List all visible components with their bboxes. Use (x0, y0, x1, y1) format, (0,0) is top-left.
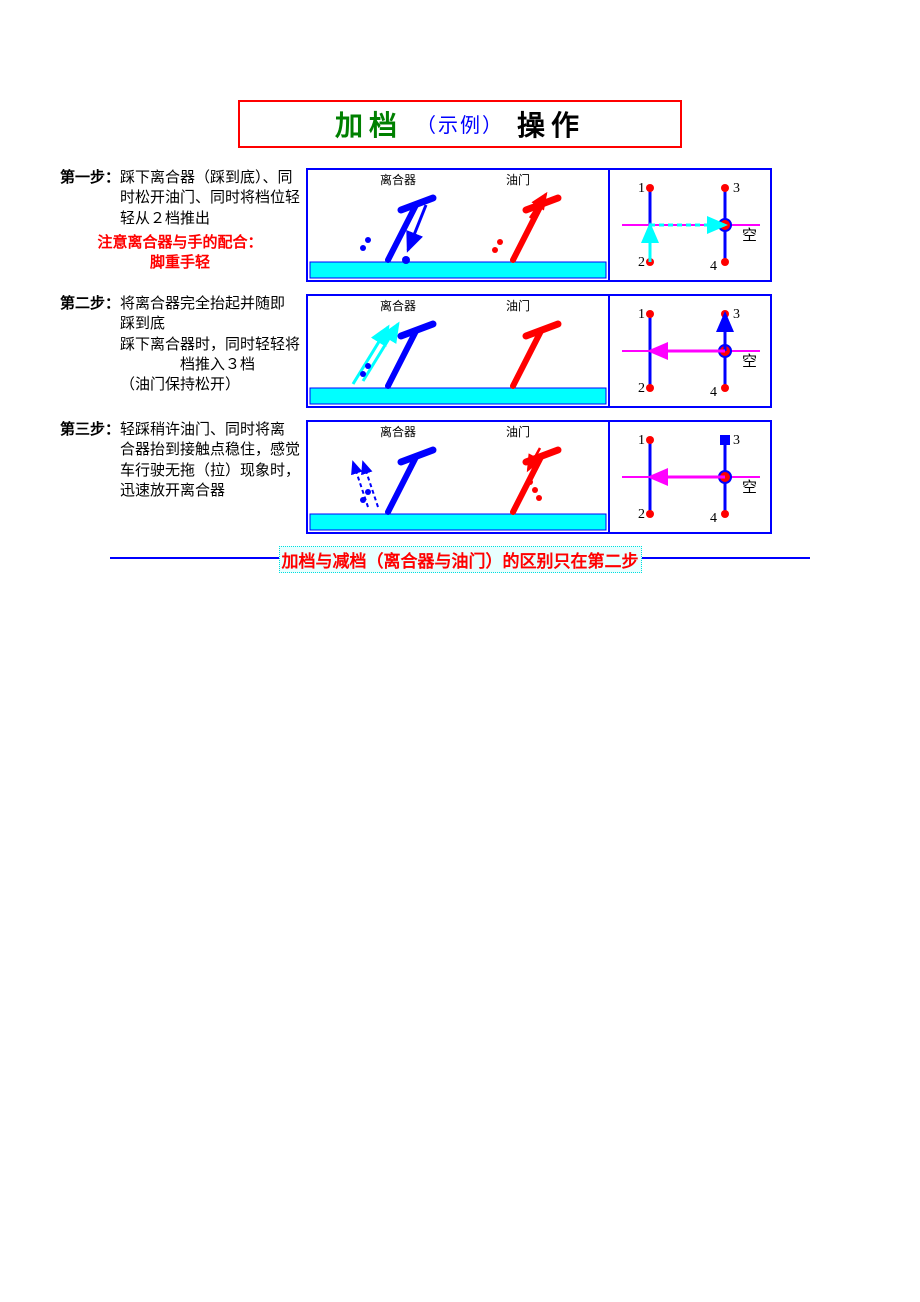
step-row: 第一步：踩下离合器（踩到底）、同时松开油门、同时将档位轻轻从２档推出注意离合器与… (60, 168, 860, 282)
svg-text:油门: 油门 (506, 172, 530, 187)
svg-text:空: 空 (742, 353, 757, 370)
svg-text:1: 1 (638, 307, 645, 322)
svg-text:3: 3 (733, 433, 740, 448)
step-row: 第三步：轻踩稍许油门、同时将离合器抬到接触点稳住，感觉车行驶无拖（拉）现象时，迅… (60, 420, 860, 534)
svg-text:2: 2 (638, 507, 645, 522)
footer-text: 加档与减档（离合器与油门）的区别只在第二步 (279, 546, 642, 573)
pedal-panel: 离合器 油门 (306, 420, 608, 534)
step-text: 第三步：轻踩稍许油门、同时将离合器抬到接触点稳住，感觉车行驶无拖（拉）现象时，迅… (60, 420, 306, 501)
title-part3: 操作 (517, 111, 585, 142)
pedal-panel: 离合器 油门 (306, 294, 608, 408)
svg-text:3: 3 (733, 181, 740, 196)
svg-text:4: 4 (710, 385, 717, 400)
svg-text:油门: 油门 (506, 424, 530, 439)
step-note: 注意离合器与手的配合：脚重手轻 (60, 233, 300, 274)
title-part2: （示例） (416, 115, 504, 137)
svg-text:1: 1 (638, 433, 645, 448)
title-part1: 加档 (335, 111, 403, 142)
svg-text:2: 2 (638, 381, 645, 396)
svg-text:油门: 油门 (506, 298, 530, 313)
gear-panel: 1 2 3 4 空 (608, 420, 772, 534)
step-row: 第二步：将离合器完全抬起并随即踩到底踩下离合器时，同时轻轻将档推入３档（油门保持… (60, 294, 860, 408)
svg-text:离合器: 离合器 (380, 424, 416, 439)
step-text: 第二步：将离合器完全抬起并随即踩到底踩下离合器时，同时轻轻将档推入３档（油门保持… (60, 294, 306, 395)
svg-text:空: 空 (742, 479, 757, 496)
svg-text:4: 4 (710, 259, 717, 274)
gear-panel: 1 2 3 4 空 (608, 168, 772, 282)
gear-panel: 1 2 3 4 空 (608, 294, 772, 408)
pedal-panel: 离合器 油门 (306, 168, 608, 282)
svg-text:离合器: 离合器 (380, 298, 416, 313)
step-text: 第一步：踩下离合器（踩到底）、同时松开油门、同时将档位轻轻从２档推出注意离合器与… (60, 168, 306, 273)
svg-text:3: 3 (733, 307, 740, 322)
svg-text:空: 空 (742, 227, 757, 244)
svg-text:4: 4 (710, 511, 717, 526)
title-box: 加档 （示例） 操作 (238, 100, 682, 148)
svg-text:1: 1 (638, 181, 645, 196)
svg-text:2: 2 (638, 255, 645, 270)
footer: 加档与减档（离合器与油门）的区别只在第二步 (60, 546, 860, 573)
svg-text:离合器: 离合器 (380, 172, 416, 187)
